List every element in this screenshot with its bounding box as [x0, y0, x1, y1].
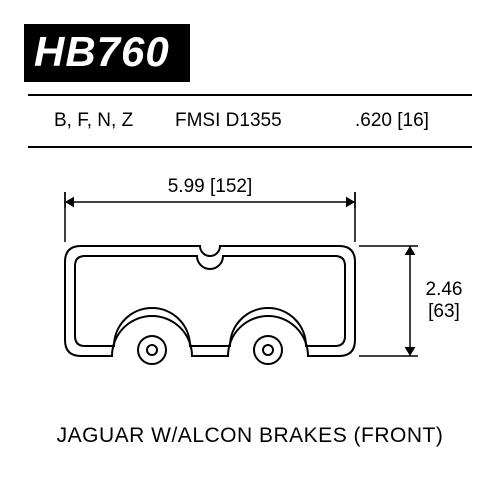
svg-text:[63]: [63]: [428, 301, 460, 322]
part-code-text: HB760: [34, 28, 170, 75]
svg-text:5.99 [152]: 5.99 [152]: [168, 176, 253, 197]
part-code-badge: HB760: [24, 24, 190, 82]
application-label: JAGUAR W/ALCON BRAKES (FRONT): [20, 424, 480, 448]
thickness-value: .620 [16]: [355, 110, 429, 132]
application-text: JAGUAR W/ALCON BRAKES (FRONT): [57, 424, 444, 447]
svg-text:2.46: 2.46: [426, 279, 463, 300]
compound-codes: B, F, N, Z: [54, 110, 133, 132]
spec-sheet: HB760 B, F, N, Z FMSI D1355 .620 [16] 5.…: [20, 20, 480, 480]
brake-pad-diagram: 5.99 [152] 2.46[63]: [20, 150, 480, 420]
fmsi-code: FMSI D1355: [175, 110, 282, 132]
rule-top: [28, 94, 472, 96]
rule-bottom: [28, 146, 472, 148]
